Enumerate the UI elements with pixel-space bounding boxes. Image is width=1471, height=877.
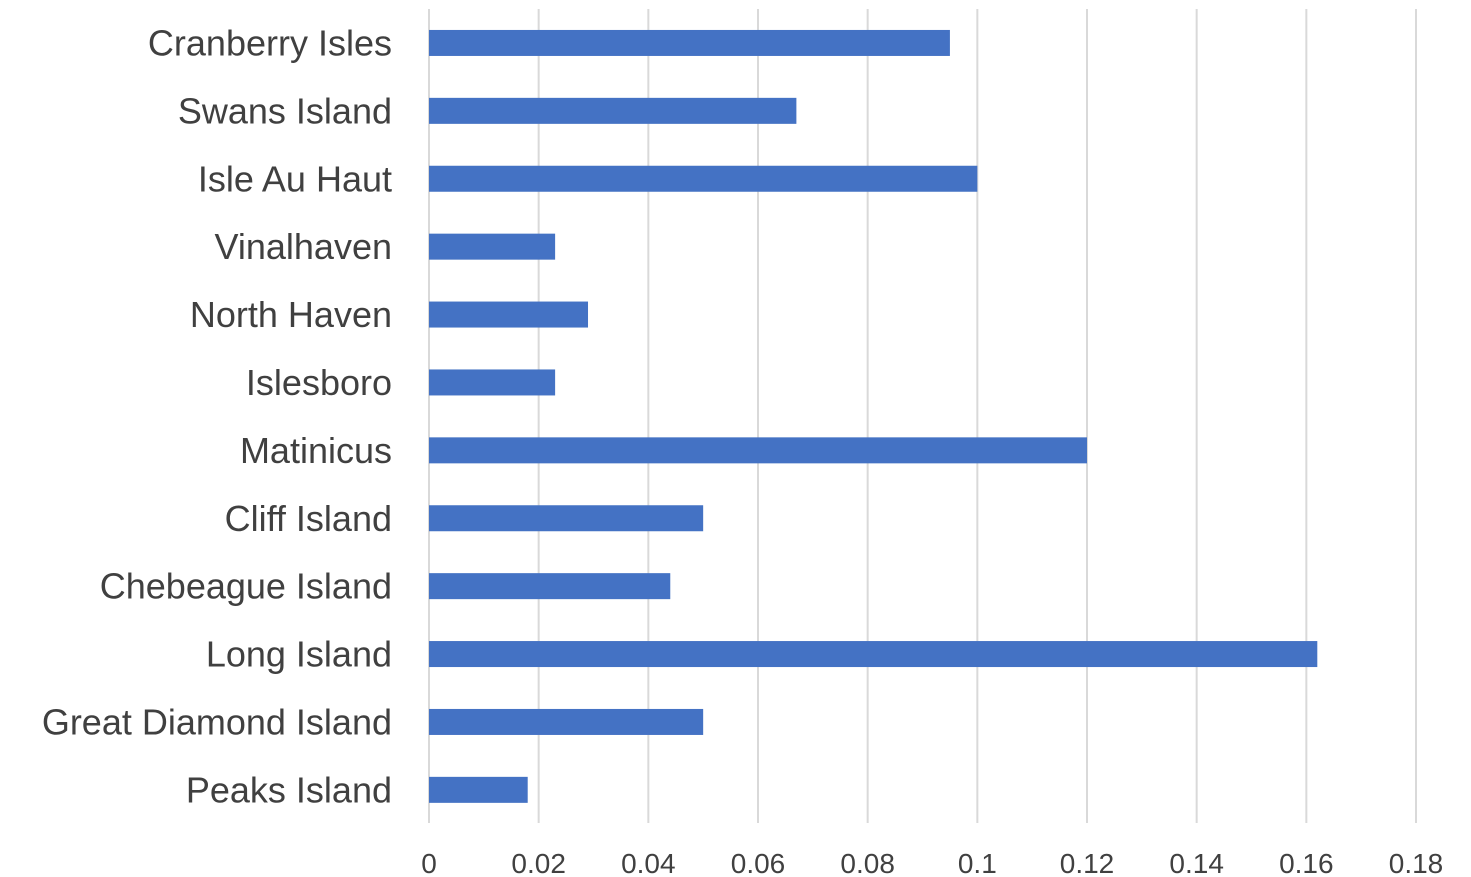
category-label: Peaks Island <box>186 769 392 810</box>
bar <box>429 301 589 328</box>
category-label: Swans Island <box>178 90 392 131</box>
category-label: Chebeague Island <box>100 566 392 607</box>
bar <box>429 776 528 803</box>
bar <box>429 437 1087 464</box>
x-tick-label: 0.1 <box>958 848 997 877</box>
category-label: Great Diamond Island <box>42 701 392 742</box>
category-label: Cranberry Isles <box>148 22 392 63</box>
x-tick-label: 0.12 <box>1060 848 1115 877</box>
x-axis-tick-labels: 0 0.02 0.04 0.06 0.08 0.1 0.12 0.14 0.16 0.18 <box>421 848 1443 877</box>
bar <box>429 97 797 124</box>
bar <box>429 369 556 396</box>
bar <box>429 29 950 56</box>
x-tick-label: 0.14 <box>1169 848 1224 877</box>
category-label: Cliff Island <box>225 498 392 539</box>
bar <box>429 708 704 735</box>
bar <box>429 573 671 600</box>
x-tick-label: 0.06 <box>731 848 786 877</box>
category-label: North Haven <box>190 294 392 335</box>
bars <box>429 29 1318 803</box>
bar <box>429 505 704 532</box>
x-tick-label: 0.16 <box>1279 848 1334 877</box>
gridlines <box>428 9 1417 823</box>
category-label: Islesboro <box>246 362 392 403</box>
category-labels: Cranberry Isles Swans Island Isle Au Haut V… <box>42 22 392 810</box>
bar <box>429 641 1318 668</box>
category-label: Vinalhaven <box>215 226 393 267</box>
category-label: Isle Au Haut <box>198 158 392 199</box>
bar <box>429 233 556 260</box>
category-label: Long Island <box>206 634 392 675</box>
bar <box>429 165 978 192</box>
x-tick-label: 0 <box>421 848 437 877</box>
x-tick-label: 0.02 <box>511 848 566 877</box>
x-tick-label: 0.08 <box>840 848 895 877</box>
x-tick-label: 0.04 <box>621 848 676 877</box>
x-tick-label: 0.18 <box>1389 848 1444 877</box>
category-label: Matinicus <box>240 430 392 471</box>
